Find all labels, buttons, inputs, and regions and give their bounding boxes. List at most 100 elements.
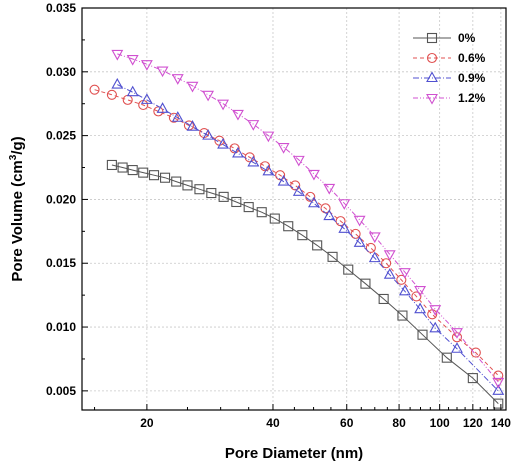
series-3 [111, 49, 505, 389]
series-2 [111, 77, 505, 395]
series-layer [89, 49, 505, 409]
data-point [202, 90, 215, 102]
x-tick-label: 120 [463, 416, 483, 430]
data-point [202, 128, 215, 140]
data-point [470, 347, 481, 358]
data-point [243, 202, 254, 213]
data-point [194, 184, 205, 195]
data-point [429, 305, 442, 316]
data-point [106, 159, 117, 171]
legend-item: 1.2% [413, 91, 486, 105]
x-tick-label: 40 [266, 416, 280, 430]
data-point [140, 93, 153, 104]
x-axis-title: Pore Diameter (nm) [225, 445, 363, 462]
series-line [117, 53, 499, 383]
data-point [297, 230, 308, 241]
y-tick-label: 0.030 [46, 65, 76, 79]
legend-label: 0% [458, 31, 476, 45]
data-point [414, 285, 427, 297]
data-point [262, 131, 275, 143]
data-point [247, 120, 260, 131]
data-point [159, 172, 171, 183]
series-1 [89, 84, 504, 381]
y-axis-title-part-1: Pore Volume (cm [9, 160, 26, 281]
data-point [305, 191, 316, 202]
legend-label: 1.2% [458, 91, 486, 105]
legend-marker [426, 32, 438, 44]
data-point [171, 74, 184, 85]
y-axis-title: Pore Volume (cm3/g) [8, 136, 26, 281]
data-point [277, 143, 290, 154]
data-point [398, 284, 411, 296]
legend-label: 0.9% [458, 71, 486, 85]
legend: 0% 0.6% 0.9% 1.2% [413, 31, 486, 105]
legend-marker [426, 52, 438, 64]
data-point [312, 240, 323, 251]
data-point [327, 251, 338, 262]
axes: 0.005 0.010 0.015 0.020 0.025 0.030 0.035 20 40 6… [46, 1, 511, 430]
data-point [467, 373, 478, 384]
y-tick-label: 0.020 [46, 192, 76, 206]
data-point [277, 174, 290, 186]
data-point [338, 222, 351, 233]
data-point [308, 196, 320, 208]
data-point [323, 183, 336, 195]
y-tick-label: 0.025 [46, 129, 76, 143]
data-point [206, 187, 217, 199]
data-point [156, 102, 169, 113]
data-point [338, 199, 351, 210]
data-point [140, 60, 153, 71]
data-point [171, 111, 184, 122]
x-tick-label: 60 [340, 416, 354, 430]
data-point [441, 352, 452, 363]
y-axis-title-part-2: /g) [9, 136, 26, 154]
data-point [217, 137, 229, 149]
data-point [353, 236, 366, 247]
data-point [492, 384, 505, 395]
data-point [493, 398, 504, 409]
x-tick-label: 140 [491, 416, 511, 430]
data-point [111, 49, 124, 61]
data-point [417, 329, 428, 340]
data-point [308, 169, 320, 181]
data-point [350, 228, 361, 239]
data-point [171, 176, 182, 187]
data-point [217, 99, 229, 111]
data-point [397, 310, 408, 321]
x-tick-label: 100 [430, 416, 450, 430]
data-point [383, 250, 396, 261]
data-point [231, 196, 242, 208]
data-point [365, 242, 376, 253]
series-line [117, 84, 499, 392]
data-point [381, 258, 392, 269]
data-point [186, 120, 199, 131]
series-line [111, 164, 499, 404]
data-point [138, 167, 149, 178]
data-point [290, 180, 301, 191]
data-point [122, 94, 133, 105]
legend-marker [426, 93, 438, 105]
data-point [353, 215, 366, 227]
data-point [111, 77, 124, 89]
data-point [186, 81, 199, 93]
x-tick-label: 20 [140, 416, 154, 430]
legend-item: 0% [413, 31, 476, 45]
data-point [262, 164, 275, 176]
series-line [94, 89, 499, 376]
data-point [368, 232, 381, 244]
data-point [156, 66, 169, 78]
data-point [89, 84, 100, 95]
data-point [343, 264, 354, 275]
data-point [218, 191, 229, 202]
data-point [411, 291, 422, 302]
data-point [126, 54, 139, 66]
legend-label: 0.6% [458, 51, 486, 65]
data-point [269, 213, 280, 224]
data-point [323, 209, 336, 221]
data-point [451, 342, 463, 353]
y-tick-label: 0.035 [46, 1, 76, 15]
data-point [292, 155, 305, 167]
data-point [232, 109, 244, 121]
data-point [182, 180, 193, 191]
